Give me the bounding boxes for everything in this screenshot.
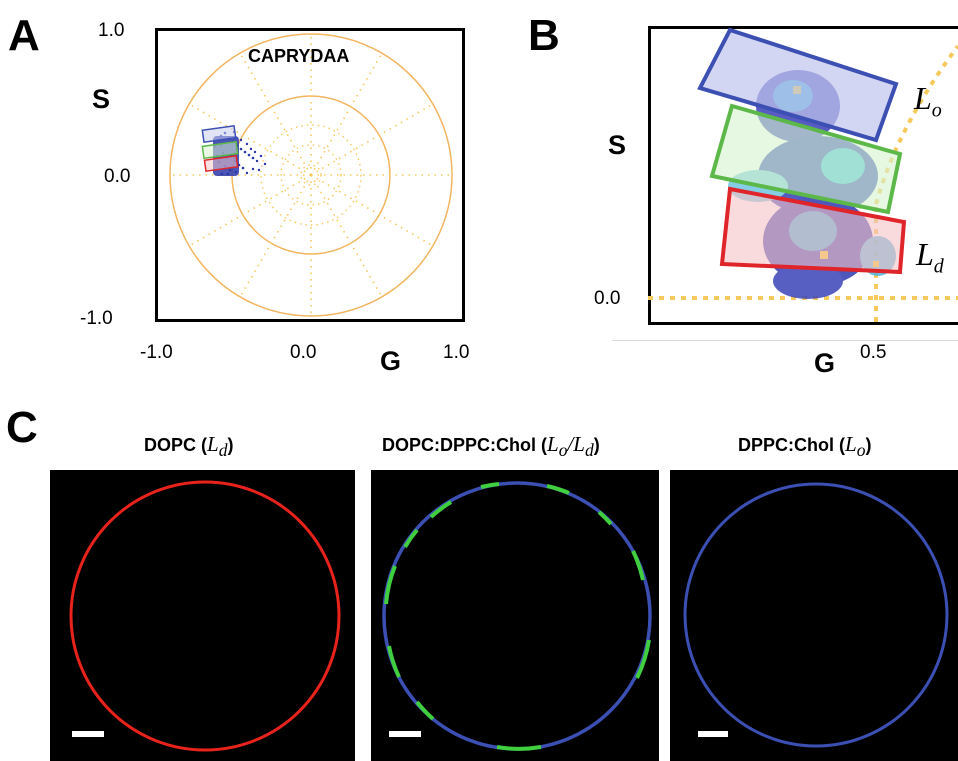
panel-c-letter: C — [6, 403, 38, 452]
vesicle-ring-dppc — [683, 482, 949, 748]
panel-a-letter: A — [8, 11, 40, 60]
panel-c-image-dopc — [50, 470, 355, 761]
panel-c-title-dppc: DPPC:Chol (Lo) — [738, 432, 872, 461]
scale-bar — [698, 731, 728, 737]
panel-a-ytick-mid: 0.0 — [104, 166, 131, 187]
panel-a-x-axis-label: G — [380, 346, 402, 376]
panel-b-axis-baseline — [612, 340, 958, 341]
panel-a-phasor-plot — [155, 28, 465, 322]
panel-a-xtick-right: 1.0 — [443, 342, 470, 363]
panel-b-y-axis-label: S — [608, 130, 627, 160]
panel-a-xtick-mid: 0.0 — [290, 342, 317, 363]
panel-c-title-dopc: DOPC (Ld) — [144, 432, 234, 461]
panel-a-title: CAPRYDAA — [248, 46, 350, 66]
panel-b-x-axis-label: G — [814, 348, 836, 378]
panel-c-image-mixture — [371, 470, 659, 761]
panel-a-ytick-top: 1.0 — [98, 20, 125, 41]
panel-c-image-dppc — [670, 470, 958, 761]
panel-b-letter: B — [528, 11, 560, 60]
vesicle-ring-dopc — [69, 480, 341, 752]
panel-b-ld-label: Ld — [916, 236, 944, 278]
panel-b-lo-label: Lo — [914, 80, 942, 122]
panel-b-zoomed-phasor — [648, 26, 958, 325]
panel-a-y-axis-label: S — [92, 84, 111, 114]
panel-b-ytick: 0.0 — [594, 288, 621, 309]
vesicle-ring-mixture — [382, 481, 652, 751]
scale-bar — [389, 731, 421, 737]
panel-b-xtick: 0.5 — [860, 342, 887, 363]
panel-a-xtick-left: -1.0 — [140, 342, 173, 363]
scale-bar — [72, 731, 104, 737]
panel-c-title-mixture: DOPC:DPPC:Chol (Lo/Ld) — [382, 432, 600, 461]
panel-a-ytick-bottom: -1.0 — [80, 308, 113, 329]
